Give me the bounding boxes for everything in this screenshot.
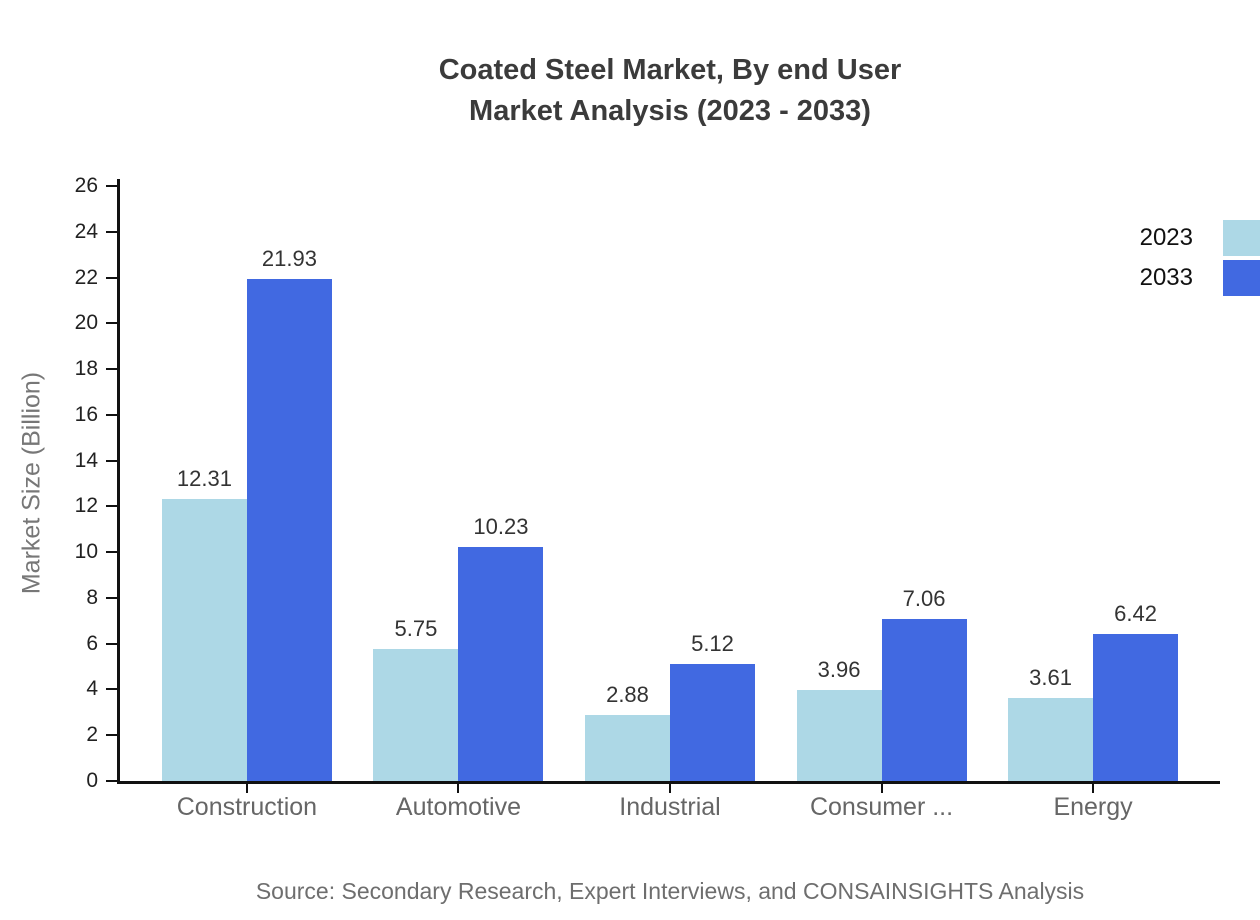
y-tick-mark: [106, 459, 117, 462]
y-tick-mark: [106, 413, 117, 416]
category-label-automotive: Automotive: [395, 793, 521, 821]
y-tick-label: 18: [74, 357, 98, 381]
y-tick-mark: [106, 276, 117, 279]
value-label-2023-energy: 3.61: [1029, 665, 1072, 690]
y-tick-label: 20: [74, 311, 98, 335]
y-tick-label: 6: [86, 631, 98, 655]
y-tick-mark: [106, 688, 117, 691]
y-tick-label: 4: [86, 677, 98, 701]
x-tick-mark: [1092, 784, 1095, 793]
x-tick-mark: [245, 784, 248, 793]
x-axis-line: [117, 781, 1220, 784]
y-tick-mark: [106, 551, 117, 554]
plot-area: 0 2 4 6 8 10 12 14 16 18 20 22 24 26 12.31 21.93 5.75 10…: [75, 174, 1220, 821]
legend-swatch-2023: [1223, 220, 1260, 256]
bar-2033-automotive: [458, 547, 544, 781]
y-tick-mark: [106, 368, 117, 371]
y-tick-mark: [106, 230, 117, 233]
y-tick-mark: [106, 505, 117, 508]
y-axis-line: [117, 179, 120, 784]
legend-swatch-2033: [1223, 260, 1260, 296]
y-tick-label: 16: [74, 402, 98, 426]
value-label-2033-construction: 21.93: [261, 246, 317, 271]
y-tick-mark: [106, 780, 117, 782]
y-tick-label: 10: [74, 540, 98, 564]
y-tick-label: 24: [74, 219, 98, 243]
bar-2023-energy: [1008, 698, 1094, 781]
bar-2023-automotive: [373, 649, 459, 781]
value-label-2023-construction: 12.31: [176, 466, 232, 491]
category-label-industrial: Industrial: [619, 793, 721, 821]
bar-2033-industrial: [670, 664, 755, 781]
y-tick-label: 26: [74, 174, 98, 197]
y-tick-label: 0: [86, 769, 98, 792]
value-label-2023-consumer: 3.96: [817, 657, 861, 682]
y-tick-label: 14: [74, 448, 98, 472]
bar-2023-industrial: [585, 715, 670, 781]
x-tick-mark: [880, 784, 883, 793]
category-label-consumer: Consumer ...: [809, 793, 954, 821]
value-label-2023-industrial: 2.88: [606, 682, 649, 707]
bar-2033-consumer: [881, 619, 967, 781]
value-label-2033-consumer: 7.06: [902, 586, 946, 611]
value-label-2033-industrial: 5.12: [691, 631, 734, 656]
x-tick-mark: [669, 784, 671, 793]
y-tick-mark: [106, 185, 117, 187]
legend-row-2023: 2023: [1140, 220, 1260, 256]
y-tick-label: 12: [74, 494, 98, 518]
y-tick-label: 8: [86, 585, 98, 609]
value-label-2023-automotive: 5.75: [394, 616, 438, 641]
y-tick-label: 22: [74, 265, 98, 289]
legend-label-2033: 2033: [1139, 264, 1193, 291]
y-tick-mark: [106, 322, 117, 325]
chart-title: Coated Steel Market, By end User Market …: [120, 50, 1220, 132]
legend-label-2023: 2023: [1139, 224, 1193, 251]
bar-2033-energy: [1093, 634, 1179, 781]
bar-2023-consumer: [796, 690, 882, 781]
chart-title-line1: Coated Steel Market, By end User: [438, 54, 902, 86]
y-tick-mark: [106, 596, 117, 599]
chart-legend: 2023 2033: [1140, 220, 1260, 296]
value-label-2033-automotive: 10.23: [473, 514, 529, 539]
source-note: Source: Secondary Research, Expert Inter…: [255, 878, 1085, 904]
y-tick-label: 2: [86, 723, 98, 747]
x-tick-mark: [457, 784, 460, 793]
bar-2023-construction: [161, 499, 247, 781]
chart-title-line2: Market Analysis (2023 - 2033): [469, 95, 871, 127]
category-label-construction: Construction: [176, 793, 318, 821]
y-tick-mark: [106, 734, 117, 737]
category-label-energy: Energy: [1053, 793, 1133, 821]
y-tick-mark: [106, 642, 117, 645]
value-label-2033-energy: 6.42: [1114, 601, 1157, 626]
bar-2033-construction: [246, 279, 332, 781]
legend-row-2033: 2033: [1140, 260, 1260, 296]
